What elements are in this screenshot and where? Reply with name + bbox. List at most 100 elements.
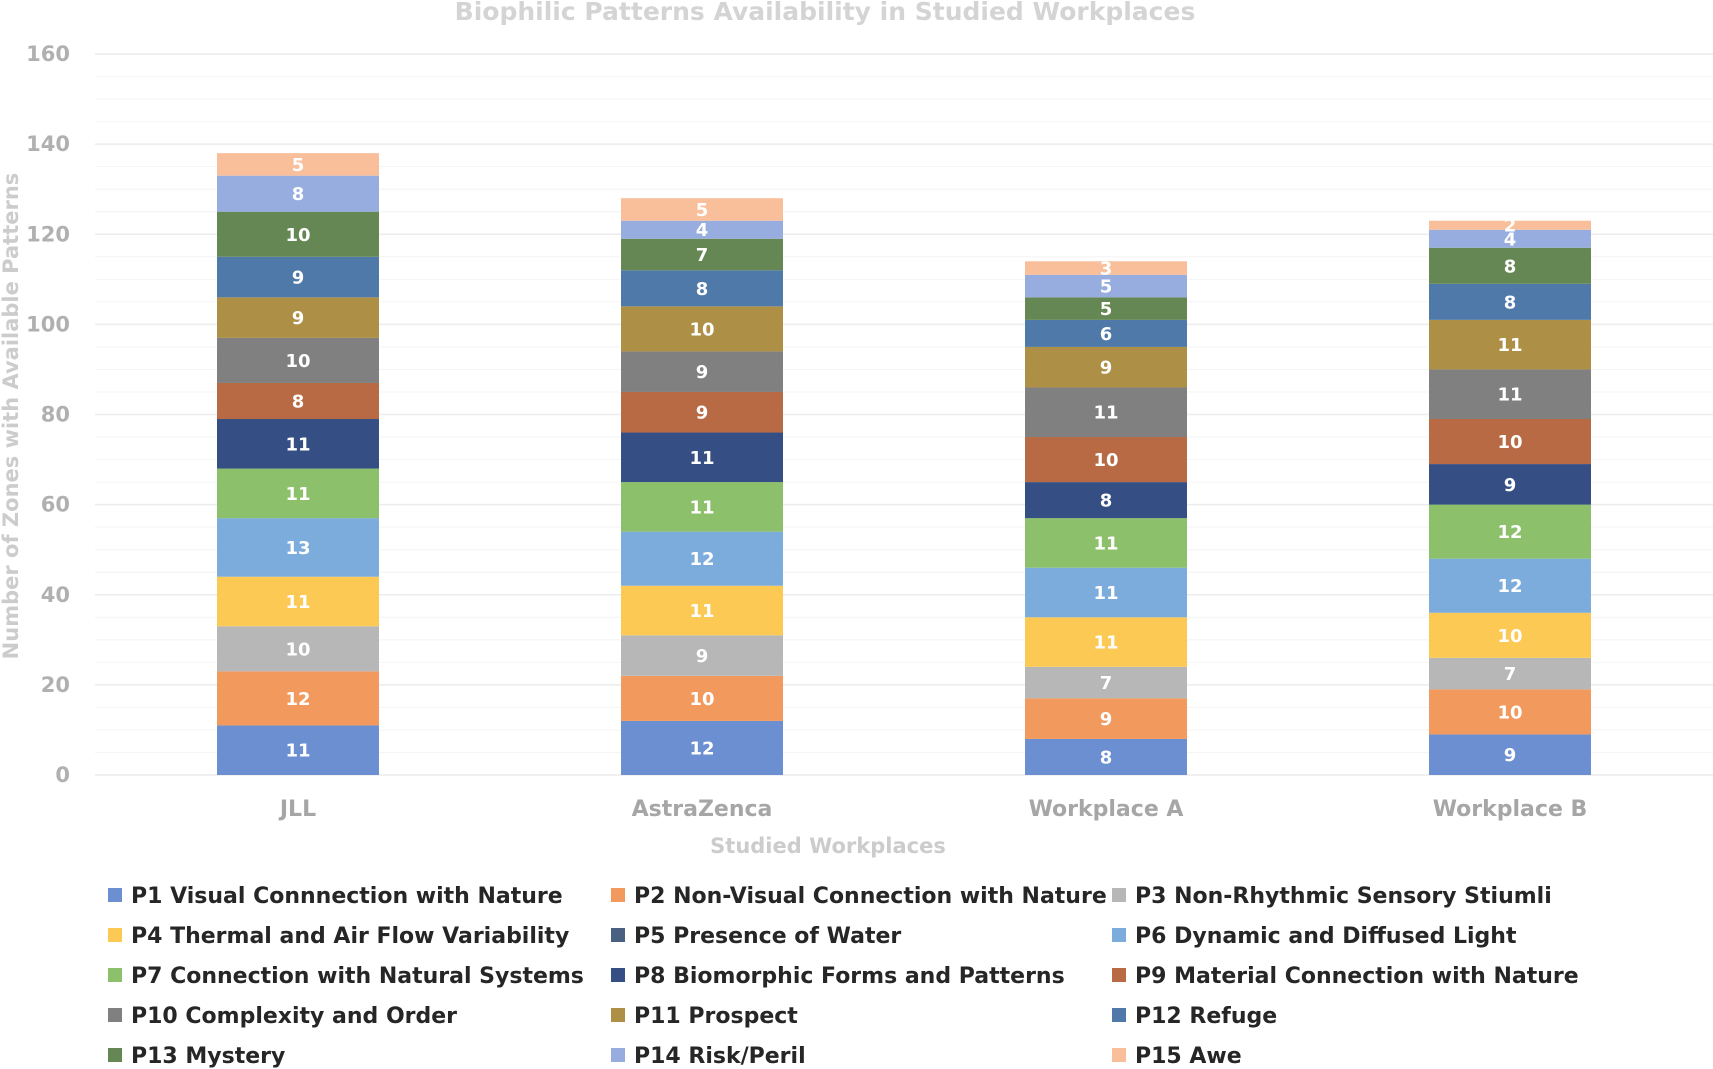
x-tick-label: AstraZenca [632, 797, 773, 822]
bar-segment [1025, 387, 1187, 438]
bars: 11 12 10 11 13 11 11 8 10 9 9 10 8 5 12 10 9 11 12 11 11 9 9 10… [217, 153, 1591, 775]
data-label: 8 [1100, 747, 1113, 768]
bar-segment [621, 585, 783, 636]
data-label: 12 [1497, 522, 1522, 543]
bar-segment [621, 675, 783, 721]
bar-segment [621, 635, 783, 676]
bar-segment [1025, 297, 1187, 320]
legend-item: P8 Biomorphic Forms and Patterns [611, 964, 1065, 989]
bar-segment [217, 671, 379, 726]
bar-segment [217, 256, 379, 298]
legend-swatch [1112, 1048, 1126, 1062]
data-label: 7 [1504, 664, 1517, 685]
y-tick-label: 60 [41, 493, 70, 517]
legend-swatch [108, 1008, 122, 1022]
bar-segment [1429, 657, 1591, 690]
data-label: 12 [1497, 576, 1522, 597]
data-label: 10 [689, 689, 714, 710]
legend-swatch [611, 1048, 625, 1062]
y-tick-label: 100 [26, 312, 70, 336]
bar-segment [1429, 734, 1591, 775]
bar-segment [217, 468, 379, 519]
bar-segment [1429, 464, 1591, 505]
y-tick-label: 80 [41, 403, 70, 427]
y-tick-label: 40 [41, 583, 70, 607]
data-label: 10 [1497, 626, 1522, 647]
data-label: 10 [1497, 702, 1522, 723]
bar-segment [1429, 319, 1591, 370]
legend-swatch [108, 888, 122, 902]
data-label: 9 [696, 646, 709, 667]
x-axis-ticks: JLL AstraZenca Workplace A Workplace B [278, 797, 1587, 822]
data-label: 11 [689, 601, 714, 622]
data-label: 8 [292, 391, 305, 412]
bar-segment [621, 198, 783, 221]
x-tick-label: Workplace A [1029, 797, 1184, 822]
data-label: 5 [696, 200, 709, 221]
bar-segment [1429, 229, 1591, 248]
legend-swatch [611, 888, 625, 902]
bar-segment [1429, 247, 1591, 284]
legend-label: P1 Visual Connnection with Nature [131, 884, 563, 909]
bar-segment [1429, 283, 1591, 320]
bar-segment [1429, 369, 1591, 420]
bar-segment [217, 153, 379, 176]
data-label: 10 [285, 225, 310, 246]
data-label: 10 [1093, 450, 1118, 471]
data-label: 6 [1100, 324, 1113, 345]
data-label: 3 [1100, 259, 1113, 280]
legend-label: P5 Presence of Water [634, 924, 901, 949]
data-label: 9 [1100, 358, 1113, 379]
bar-segment [1429, 558, 1591, 613]
x-tick-label: JLL [278, 797, 316, 822]
y-tick-label: 0 [55, 763, 70, 787]
legend-label: P9 Material Connection with Nature [1135, 964, 1579, 989]
data-label: 8 [1100, 491, 1113, 512]
y-axis-title: Number of Zones with Available Patterns [0, 173, 23, 660]
legend-swatch [1112, 968, 1126, 982]
legend-item: P9 Material Connection with Nature [1112, 964, 1579, 989]
legend-swatch [1112, 1008, 1126, 1022]
bar-segment [621, 220, 783, 239]
bar-segment [1429, 689, 1591, 735]
legend-swatch [611, 928, 625, 942]
data-label: 9 [696, 362, 709, 383]
data-label: 11 [285, 484, 310, 505]
data-label: 4 [696, 220, 709, 241]
bar-segment [217, 211, 379, 257]
bar-segment [217, 337, 379, 383]
data-label: 12 [285, 689, 310, 710]
bar-segment [1025, 666, 1187, 699]
bar-segment [217, 297, 379, 338]
bar-segment [1025, 482, 1187, 519]
bar-segment [1025, 738, 1187, 775]
legend-item: P12 Refuge [1112, 1004, 1277, 1029]
y-tick-label: 120 [26, 222, 70, 246]
legend-swatch [108, 928, 122, 942]
legend-swatch [611, 1008, 625, 1022]
bar-segment [217, 419, 379, 469]
bar-segment [1429, 419, 1591, 465]
data-label: 11 [1093, 633, 1118, 654]
data-label: 11 [1497, 335, 1522, 356]
bar-segment [1025, 346, 1187, 388]
legend-label: P3 Non-Rhythmic Sensory Stiumli [1135, 884, 1552, 909]
data-label: 10 [1497, 432, 1522, 453]
data-label: 9 [292, 268, 305, 289]
bar-stack: 11 12 10 11 13 11 11 8 10 9 9 10 8 5 [217, 153, 379, 775]
bar-segment [1025, 261, 1187, 275]
legend-label: P13 Mystery [131, 1044, 285, 1069]
bar-segment [621, 391, 783, 433]
x-tick-label: Workplace B [1433, 797, 1588, 822]
legend-item: P1 Visual Connnection with Nature [108, 884, 563, 909]
data-label: 10 [689, 319, 714, 340]
data-label: 11 [1497, 385, 1522, 406]
legend-item: P10 Complexity and Order [108, 1004, 457, 1029]
legend-item: P5 Presence of Water [611, 924, 901, 949]
data-label: 2 [1504, 216, 1517, 237]
data-label: 12 [689, 738, 714, 759]
data-label: 11 [1093, 403, 1118, 424]
legend-label: P11 Prospect [634, 1004, 798, 1029]
y-tick-label: 20 [41, 673, 70, 697]
